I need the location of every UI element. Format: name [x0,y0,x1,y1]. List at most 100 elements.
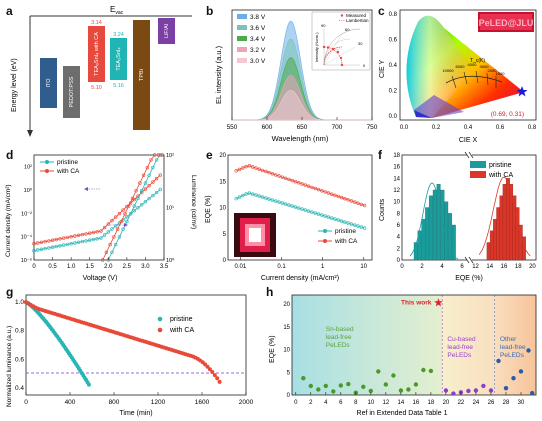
point-with-ca-luminance [108,242,112,247]
point-pristine-eqe [290,204,294,208]
point-other [526,348,531,353]
e-ytick-4: 20 [219,153,226,159]
point-with-ca-current [99,229,103,233]
b-legend-swatch-4 [237,58,247,63]
e-xtick-2: 1 [321,264,325,270]
energy-layer-label-4: TPBi [139,69,145,81]
point-pristine-eqe [280,201,285,205]
d-xtick-6: 3.0 [141,264,150,270]
d-ytick-3: 10⁰ [24,187,33,194]
point-pristine-current [43,246,47,251]
curve-with-ca-eqe [236,165,365,206]
c-ytick-4: 0.8 [389,12,398,18]
point-pristine-eqe [293,205,298,209]
point-cu-based [481,383,486,389]
jvl-chart: 0 0.5 1.0 1.5 2.0 2.5 3.0 3.5 10⁻⁶ 10⁻⁴ 10⁻² 10⁰ 10… [5,153,197,282]
point-with-ca-eqe [297,181,301,185]
b-legend-swatch-1 [237,25,247,30]
d-y2tick-2: 10² [166,153,174,159]
layer-homo-2: 5.10 [91,85,102,91]
h-xtick-6: 12 [383,400,390,406]
d-y2tick-1: 10¹ [166,206,174,212]
point-with-ca-current [143,187,148,191]
point-pristine-eqe [333,217,337,221]
point-pristine-current [91,237,96,242]
point-pristine-current [102,233,107,237]
energy-layer-label-2: TEA₂SnI₄ with CA [94,32,100,76]
h-xlabel: Ref in Extended Data Table 1 [357,410,448,417]
point-pristine-current [136,205,140,210]
c-xtick-4: 0.8 [528,125,537,131]
planck-label-1: 6000 [456,64,466,69]
point-with-ca-current [102,225,107,230]
point-pristine-luminance [147,173,151,177]
point-pristine-current [99,236,103,240]
b-xlabel: Wavelength (nm) [272,134,329,143]
b-xtick-4: 750 [367,124,378,131]
point-with-ca-current [147,183,151,188]
d-ytick-1: 10⁻⁴ [21,234,33,241]
d-xtick-7: 3.5 [160,264,169,270]
point-with-ca-eqe [280,175,285,179]
point-with-ca-eqe [303,183,308,187]
point-with-ca-eqe [273,173,278,177]
point-cu-based [466,388,471,394]
cie-coordinate-label: (0.69, 0.31) [491,111,524,118]
c-ytick-0: 0.0 [389,114,398,120]
f-ytick-6: 12 [393,188,400,194]
device-emission-photo [234,213,276,257]
g-xtick-0: 0 [24,399,28,406]
point-pristine-current [80,239,85,244]
point-pristine-eqe [254,193,258,197]
point-with-ca-eqe [306,184,311,188]
vacuum-level-label: Evac [110,5,124,16]
f-xtick-3: 6 [460,264,464,270]
point-pristine-eqe [241,193,245,198]
curve-pristine-luminance [107,154,161,261]
c-ytick-3: 0.6 [389,38,398,44]
g-xlabel: Time (min) [119,410,152,417]
point-sn-based [413,382,419,387]
eqe-comparison-chart: This work 0 2 4 6 8 10 12 14 16 18 20 22 24 26 28 30 05… [269,294,537,417]
panel-label-a: a [6,4,13,18]
region-label-0: Sn-based lead-free PeLEDs [326,326,354,349]
point-pristine-eqe [260,195,265,199]
point-pristine-current [140,202,144,207]
point-with-ca-eqe [254,166,258,170]
point-pristine-eqe [362,226,367,230]
point-with-ca-current [151,180,155,184]
inset-angle-0: 0 [363,63,366,68]
cie-point-star [516,86,528,97]
point-pristine-eqe [234,196,238,201]
panel-label-g: g [6,285,14,299]
point-pristine-luminance [125,219,129,224]
h-ytick-0: 0 [287,393,291,399]
f-ytick-9: 18 [393,153,400,159]
point-pristine-current [154,190,159,195]
point-pristine-current [58,244,62,248]
e-legend: pristine with CA [318,228,358,245]
g-ylabel: Normalized luminance (a.u.) [6,326,13,407]
d-ytick-2: 10⁻² [21,211,32,217]
point-with-ca-current [158,173,163,177]
point-pristine-eqe [250,192,255,196]
point-sn-based [368,388,373,394]
point-with-ca-current [35,241,40,245]
point-with-ca-eqe [343,196,347,201]
point-pristine-current [147,196,151,201]
f-legend: pristine with CA [470,161,513,179]
point-other [530,391,535,396]
planck-label-2: 4000 [468,62,478,67]
f-ytick-7: 14 [393,176,400,182]
point-with-ca-eqe [353,200,357,204]
point-with-ca-eqe [241,166,245,170]
region-label-1: Cu-based lead-free PeLEDs [447,336,476,359]
point-other [496,358,501,364]
h-xtick-0: 0 [294,400,298,406]
point-with-ca-lifetime [205,364,210,369]
d-xtick-0: 0 [32,264,36,270]
panel-label-e: e [206,148,213,162]
b-xtick-3: 700 [332,124,343,131]
d-ytick-4: 10² [24,165,32,171]
curve-with-ca-luminance [102,154,163,261]
